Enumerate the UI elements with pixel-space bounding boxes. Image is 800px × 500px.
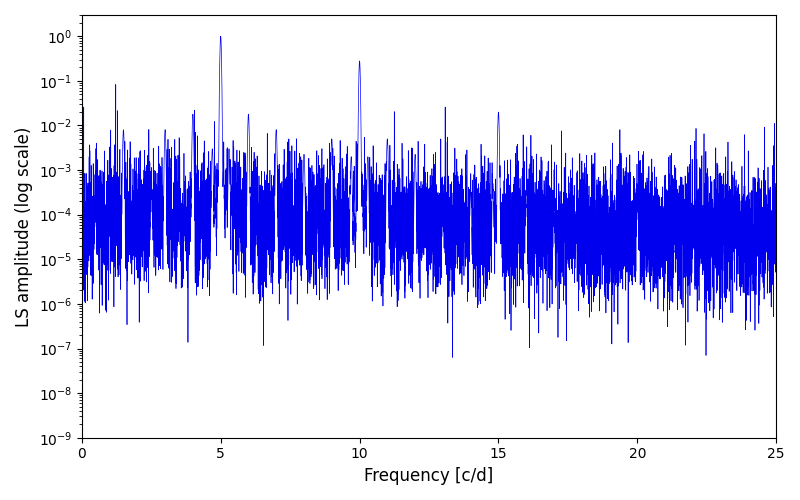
- Y-axis label: LS amplitude (log scale): LS amplitude (log scale): [15, 126, 33, 326]
- X-axis label: Frequency [c/d]: Frequency [c/d]: [364, 467, 494, 485]
